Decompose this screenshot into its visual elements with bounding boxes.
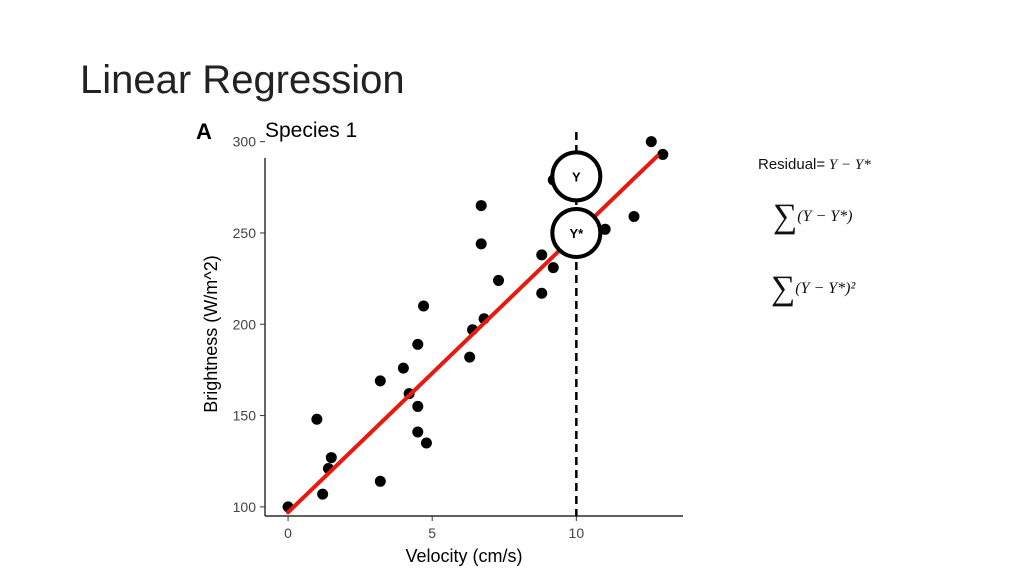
- residual-label: Residual=: [758, 156, 826, 173]
- y-tick-label: 200: [233, 316, 257, 332]
- data-point: [412, 426, 424, 438]
- sum-symbol-2: ∑: [771, 270, 796, 307]
- annotation-circle-y: [550, 150, 603, 203]
- data-point: [418, 300, 430, 312]
- data-point: [475, 200, 487, 212]
- chart-title: Species 1: [265, 119, 357, 142]
- data-point: [412, 338, 424, 350]
- regression-line: [286, 154, 660, 515]
- data-point: [645, 136, 657, 148]
- data-point: [599, 223, 611, 235]
- sum-residual-formula: ∑(Y − Y*): [773, 200, 853, 234]
- y-tick-label: 100: [233, 499, 257, 515]
- x-tick-label: 10: [569, 525, 585, 541]
- data-point: [420, 437, 432, 449]
- data-point: [493, 274, 505, 286]
- data-point: [374, 375, 386, 387]
- data-point: [628, 211, 640, 223]
- sum-squared-expression: (Y − Y*)²: [795, 280, 856, 297]
- data-point: [464, 351, 476, 363]
- x-axis-label: Velocity (cm/s): [405, 546, 522, 566]
- slide-title: Linear Regression: [80, 58, 405, 102]
- residual-expression: Y − Y*: [828, 157, 871, 174]
- residual-formula: Residual= Y − Y*: [758, 156, 871, 174]
- panel-label: A: [196, 119, 212, 144]
- x-tick-label: 0: [284, 525, 292, 541]
- y-tick-label: 300: [233, 134, 257, 150]
- data-point: [397, 362, 409, 374]
- sum-squared-formula: ∑(Y − Y*)²: [771, 272, 855, 306]
- data-point: [317, 488, 329, 500]
- data-point: [374, 475, 386, 487]
- y-axis-label: Brightness (W/m^2): [201, 255, 221, 412]
- annotation-label-y-star: Y*: [569, 226, 584, 241]
- data-point: [325, 452, 337, 464]
- sum-symbol: ∑: [773, 198, 798, 235]
- data-point: [547, 262, 559, 274]
- data-point: [657, 148, 669, 160]
- x-tick-label: 5: [428, 525, 436, 541]
- annotation-label-y: Y: [572, 169, 581, 184]
- sum-expression: (Y − Y*): [797, 208, 853, 225]
- data-point: [311, 413, 323, 425]
- data-point: [536, 249, 548, 261]
- annotation-circle-y-star: [550, 206, 603, 259]
- y-tick-label: 150: [233, 408, 257, 424]
- data-point: [412, 400, 424, 412]
- data-point: [536, 287, 548, 299]
- data-point: [475, 238, 487, 250]
- y-tick-label: 250: [233, 225, 257, 241]
